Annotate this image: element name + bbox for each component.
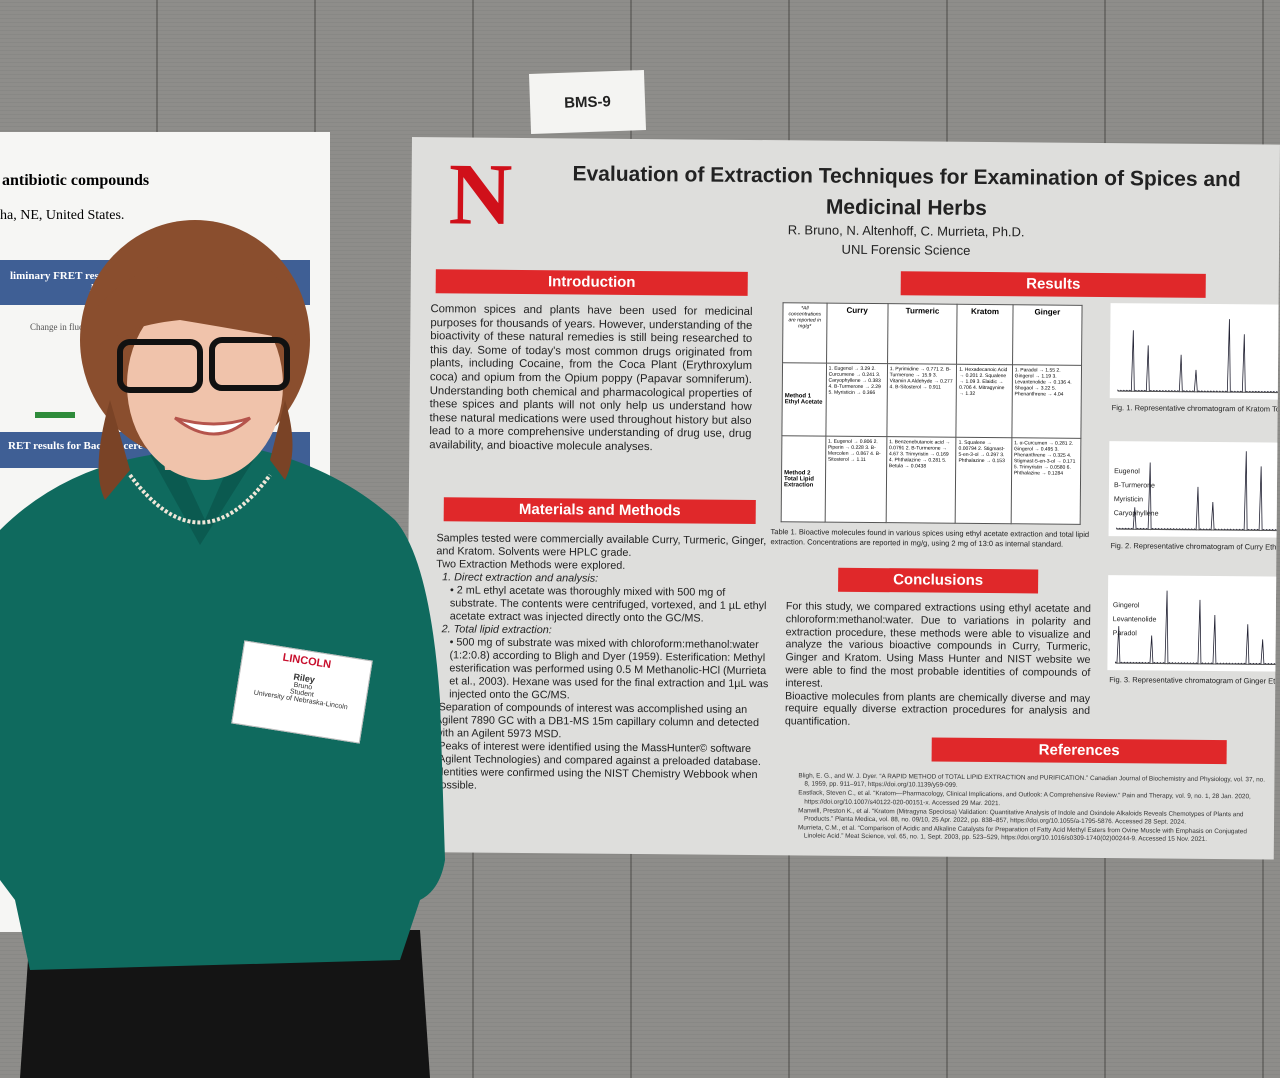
- intro-text: Common spices and plants have been used …: [429, 303, 753, 454]
- glasses-left: [117, 339, 203, 393]
- chromatogram: [1109, 303, 1280, 400]
- table-caption: Table 1. Bioactive molecules found in va…: [770, 527, 1090, 549]
- section-header: References: [931, 737, 1227, 765]
- methods-text: Samples tested were commercially availab…: [434, 532, 771, 795]
- necklace: [128, 473, 272, 525]
- table-cell: 1. Benzenebutanoic acid → 0.0791 2. B-Tu…: [885, 437, 957, 524]
- poster: N Evaluation of Extraction Techniques fo…: [405, 137, 1280, 860]
- results-table: *All concentrations are reported in mg/g…: [780, 302, 1083, 525]
- table-header-cell: *All concentrations are reported in mg/g…: [782, 302, 827, 364]
- table-row: Method 1 Ethyl Acetate 1. Eugenol → 3.29 …: [781, 363, 1082, 439]
- chromatogram-trace: [1117, 319, 1280, 394]
- chromatogram-trace: [1116, 451, 1280, 532]
- section-header: Introduction: [435, 269, 748, 296]
- methods-line: • 2 mL ethyl acetate was thoroughly mixe…: [449, 584, 767, 625]
- table-row-label: Method 2 Total Lipid Extraction: [781, 436, 826, 523]
- figure-caption: Fig. 3. Representative chromatogram of G…: [1109, 675, 1280, 686]
- table-row-label: Method 1 Ethyl Acetate: [781, 363, 827, 437]
- booth-label: BMS-9: [528, 70, 647, 134]
- peak-label: Myristicin: [1114, 496, 1143, 503]
- section-header: Results: [900, 271, 1206, 298]
- table-cell: 1. α-Curcumen → 0.281 2. Gingerol → 0.49…: [1010, 438, 1081, 525]
- section-header: Conclusions: [838, 567, 1039, 594]
- table-cell: 1. Eugenol → 0.806 2. Piperin → 0.228 3.…: [824, 436, 887, 523]
- table-header-cell: Curry: [826, 303, 888, 365]
- table-cell: 1. Paradol → 1.55 2. Gingerol → 1.19 3. …: [1011, 365, 1082, 439]
- table-header-cell: Turmeric: [887, 303, 958, 365]
- section-header: Materials and Methods: [443, 497, 756, 525]
- table-header-cell: Ginger: [1012, 304, 1083, 366]
- table-cell: 1. Squalene → 0.00794 2. Stigmast-5-en-3…: [955, 437, 1012, 524]
- figure-caption: Fig. 1. Representative chromatogram of K…: [1111, 403, 1280, 414]
- peak-label: Caryophyllene: [1114, 510, 1159, 517]
- peak-label: B-Turmerone: [1114, 482, 1155, 489]
- chromatogram: Eugenol B-Turmerone Myristicin Caryophyllen…: [1108, 441, 1280, 538]
- affiliation: UNL Forensic Science: [841, 241, 971, 258]
- conclusions-line: Bioactive molecules from plants are chem…: [784, 689, 1091, 729]
- chromatogram: Gingerol Levantenolide Paradol: [1107, 575, 1280, 672]
- table-cell: 1. Eugenol → 3.29 2. Curcumene → 0.241 3…: [825, 363, 888, 438]
- neighbor-axis-label: Change in fluores: [30, 322, 94, 332]
- references: Bligh, E. G., and W. J. Dyer. “A RAPID M…: [798, 772, 1269, 846]
- reference: Murrieta, C.M., et al. “Comparison of Ac…: [797, 824, 1247, 844]
- table-header-row: *All concentrations are reported in mg/g…: [782, 302, 1083, 366]
- conclusions-text: For this study, we compared extractions …: [785, 600, 1091, 731]
- figure-caption: Fig. 2. Representative chromatogram of C…: [1110, 541, 1280, 552]
- chromatogram-trace: [1115, 590, 1280, 666]
- table-cell: 1. Pyrimidine → 0.771 2. B-Turmerone → 1…: [886, 364, 957, 438]
- glasses-right: [209, 337, 290, 391]
- peak-label: Gingerol: [1113, 602, 1140, 609]
- peak-label: Paradol: [1113, 630, 1138, 637]
- table-header-cell: Kratom: [956, 304, 1013, 366]
- neighbor-title: antibiotic compounds: [2, 172, 150, 189]
- methods-line: -Peaks of interest were identified using…: [434, 740, 761, 792]
- bangs: [95, 261, 296, 345]
- axis: [1115, 662, 1280, 666]
- conclusions-line: For this study, we compared extractions …: [785, 600, 1091, 690]
- neighbor-bar: [35, 412, 75, 418]
- shirt: [0, 450, 445, 970]
- table-cell: 1. Hexadecanoic Acid → 0.201 2. Squalene…: [956, 364, 1013, 439]
- neighbor-panel-title: liminary FRET res: [10, 270, 99, 282]
- neighbor-location: ha, NE, United States.: [0, 208, 125, 223]
- axis: [1117, 390, 1280, 394]
- person: [0, 220, 445, 1078]
- table-row: Method 2 Total Lipid Extraction 1. Eugeno…: [781, 436, 1081, 525]
- axis: [1116, 528, 1280, 532]
- methods-line: -Separation of compounds of interest was…: [434, 701, 760, 741]
- smile: [174, 416, 252, 436]
- peak-label: Eugenol: [1114, 468, 1140, 475]
- poster-title: Evaluation of Extraction Techniques for …: [572, 162, 1241, 221]
- peak-label: Levantenolide: [1113, 616, 1157, 623]
- methods-line: • 500 mg of substrate was mixed with chl…: [449, 636, 769, 702]
- methods-line: Samples tested were commercially availab…: [436, 532, 767, 559]
